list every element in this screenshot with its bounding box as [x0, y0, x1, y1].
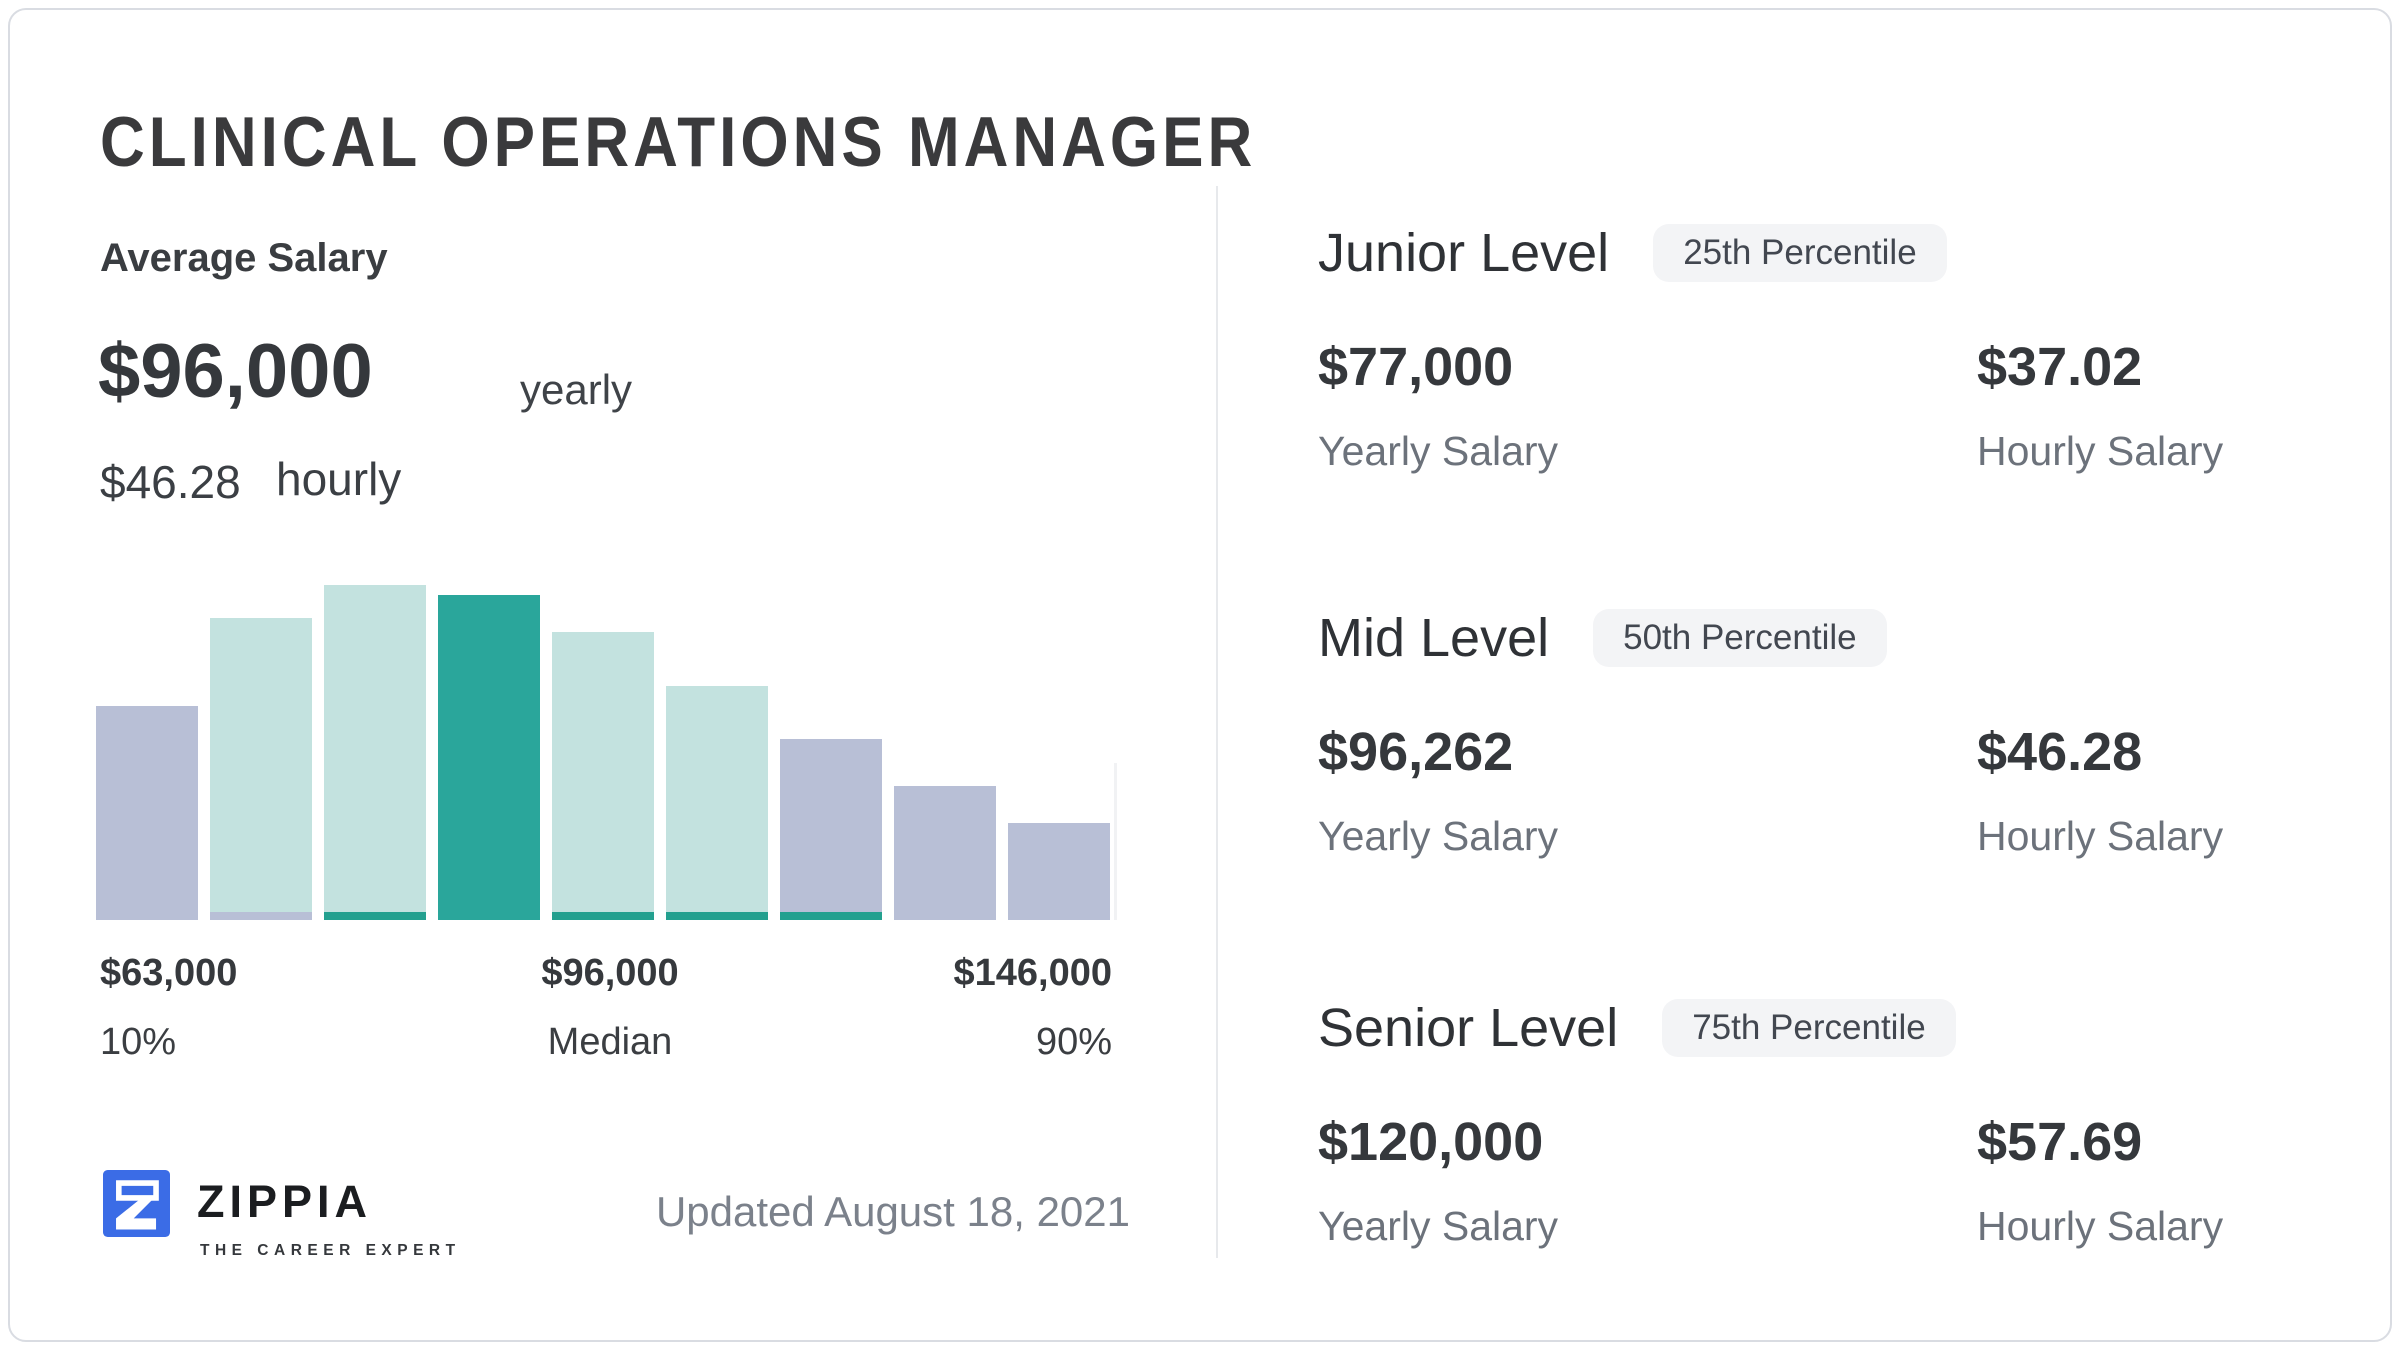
histogram-bar-base-strip	[780, 912, 882, 920]
hourly-label: Hourly Salary	[1977, 1203, 2224, 1249]
level-section-mid: Mid Level 50th Percentile $96,262 $46.28…	[1318, 607, 2358, 860]
zippia-logo-z-bottom	[116, 1196, 157, 1230]
histogram-bar	[894, 786, 996, 920]
histogram-bar-base-strip	[210, 912, 312, 920]
level-title: Mid Level	[1318, 608, 1550, 668]
histogram-bar-base-strip	[552, 912, 654, 920]
level-section-senior: Senior Level 75th Percentile $120,000 $5…	[1318, 997, 2358, 1250]
level-header: Senior Level 75th Percentile	[1318, 997, 2358, 1059]
average-yearly-amount: $96,000	[98, 329, 373, 414]
salary-histogram	[96, 585, 1120, 920]
yearly-label: Yearly Salary	[1318, 813, 1559, 859]
yearly-label: Yearly Salary	[1318, 428, 1559, 474]
histogram-bar	[666, 686, 768, 920]
percentile-90-marker-line	[1114, 763, 1117, 920]
percentile-badge: 75th Percentile	[1662, 999, 1956, 1057]
level-amounts-row: $120,000 $57.69	[1318, 1111, 2358, 1173]
zippia-tagline: THE CAREER EXPERT	[200, 1242, 461, 1259]
axis-label-90th: 90%	[1035, 1021, 1112, 1063]
average-yearly-unit: yearly	[520, 366, 633, 413]
updated-date: Updated August 18, 2021	[655, 1188, 1130, 1235]
histogram-bar-base-strip	[324, 912, 426, 920]
histogram-bar	[1008, 823, 1110, 920]
level-title: Junior Level	[1318, 223, 1610, 283]
level-header: Junior Level 25th Percentile	[1318, 222, 2358, 284]
level-header: Mid Level 50th Percentile	[1318, 607, 2358, 669]
level-title: Senior Level	[1318, 998, 1619, 1058]
axis-annotation-90th: $146,000 90%	[880, 952, 1113, 1064]
percentile-badge: 50th Percentile	[1593, 609, 1887, 667]
histogram-bar	[780, 739, 882, 920]
yearly-amount: $77,000	[1318, 337, 1514, 397]
axis-amount-10th: $63,000	[100, 952, 238, 994]
hourly-amount: $46.28	[1977, 722, 2143, 782]
histogram-bar	[324, 585, 426, 920]
level-amounts-row: $77,000 $37.02	[1318, 336, 2358, 398]
average-hourly-unit: hourly	[276, 453, 402, 505]
yearly-label: Yearly Salary	[1318, 1203, 1559, 1249]
level-labels-row: Yearly Salary Hourly Salary	[1318, 813, 2358, 860]
yearly-amount: $120,000	[1318, 1112, 1544, 1172]
hourly-amount: $57.69	[1977, 1112, 2143, 1172]
axis-label-median: Median	[547, 1021, 673, 1063]
histogram-bar-base-strip	[666, 912, 768, 920]
axis-annotation-10th: $63,000 10%	[100, 952, 237, 1064]
hourly-label: Hourly Salary	[1977, 428, 2224, 474]
percentile-badge: 25th Percentile	[1653, 224, 1947, 282]
histogram-bar	[96, 706, 198, 920]
vertical-divider	[1216, 186, 1218, 1258]
zippia-logo-z-top	[116, 1180, 159, 1201]
zippia-logo-mark	[103, 1170, 170, 1237]
level-section-junior: Junior Level 25th Percentile $77,000 $37…	[1318, 222, 2358, 475]
histogram-bar	[552, 632, 654, 920]
histogram-bar	[438, 595, 540, 920]
axis-amount-90th: $146,000	[953, 952, 1113, 994]
axis-annotation-median: $96,000 Median	[480, 952, 740, 1064]
histogram-bar	[210, 618, 312, 920]
level-labels-row: Yearly Salary Hourly Salary	[1318, 428, 2358, 475]
level-amounts-row: $96,262 $46.28	[1318, 721, 2358, 783]
hourly-amount: $37.02	[1977, 337, 2143, 397]
level-labels-row: Yearly Salary Hourly Salary	[1318, 1203, 2358, 1250]
average-hourly-amount: $46.28	[100, 456, 241, 508]
average-salary-label: Average Salary	[100, 236, 388, 280]
axis-amount-median: $96,000	[541, 952, 679, 994]
yearly-amount: $96,262	[1318, 722, 1514, 782]
zippia-wordmark: ZIPPIA	[197, 1176, 373, 1227]
page-title: CLINICAL OPERATIONS MANAGER	[100, 103, 1257, 182]
axis-label-10th: 10%	[100, 1021, 177, 1063]
hourly-label: Hourly Salary	[1977, 813, 2224, 859]
